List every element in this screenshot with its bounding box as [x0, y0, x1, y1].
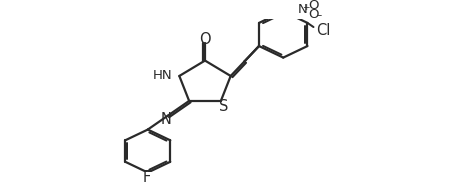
Text: –: –: [316, 10, 321, 20]
Text: N: N: [298, 3, 308, 16]
Text: +: +: [302, 3, 309, 12]
Text: O: O: [308, 8, 319, 21]
Text: O: O: [199, 32, 211, 47]
Text: O: O: [308, 0, 319, 12]
Text: Cl: Cl: [316, 23, 331, 38]
Text: N: N: [160, 112, 171, 127]
Text: S: S: [219, 99, 229, 114]
Text: F: F: [143, 170, 151, 185]
Text: HN: HN: [153, 69, 172, 82]
